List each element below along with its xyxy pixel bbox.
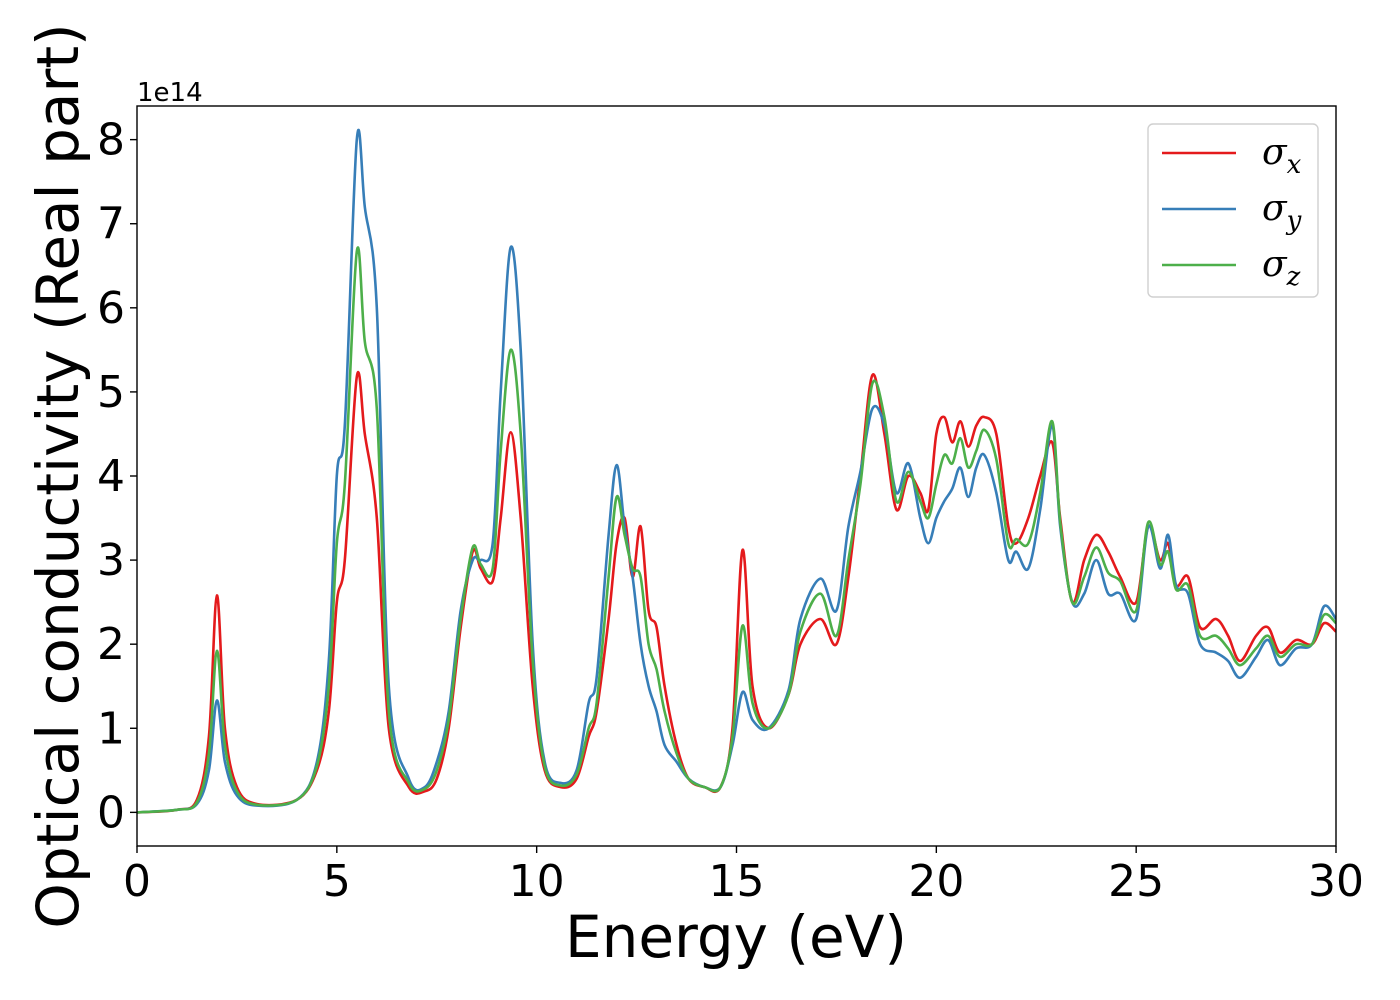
- x-tick-label: 5: [323, 856, 351, 907]
- x-tick-label: 10: [509, 856, 565, 907]
- legend-label-sigma-y: σy: [1262, 188, 1302, 236]
- legend: σx σy σz: [1147, 123, 1319, 298]
- x-tick-label: 20: [908, 856, 964, 907]
- y-axis-label: Optical conductivity (Real part): [24, 23, 92, 928]
- series-line-sigma-z: [137, 246, 1336, 814]
- legend-label-sigma-x: σx: [1262, 132, 1302, 180]
- legend-box: [1147, 123, 1319, 298]
- x-axis-label: Energy (eV): [565, 903, 907, 971]
- y-tick-label: 6: [97, 283, 125, 334]
- y-tick-label: 2: [97, 619, 125, 670]
- series-layer: [137, 128, 1336, 814]
- y-offset-label: 1e14: [137, 78, 203, 108]
- x-tick-label: 15: [709, 856, 765, 907]
- y-tick-label: 0: [97, 787, 125, 838]
- series-line-sigma-x: [137, 371, 1336, 814]
- y-tick-label: 7: [97, 199, 125, 250]
- y-tick-label: 1: [97, 703, 125, 754]
- y-axis-ticks: 0 1 2 3 4 5 6 7 8: [97, 115, 137, 838]
- x-axis-ticks: 0 5 10 15 20 25 30: [123, 846, 1364, 907]
- y-tick-label: 8: [97, 115, 125, 166]
- x-tick-label: 0: [123, 856, 151, 907]
- x-tick-label: 30: [1308, 856, 1364, 907]
- y-tick-label: 5: [97, 367, 125, 418]
- legend-label-sigma-z: σz: [1262, 244, 1301, 292]
- y-tick-label: 4: [97, 451, 125, 502]
- y-tick-label: 3: [97, 535, 125, 586]
- x-tick-label: 25: [1108, 856, 1164, 907]
